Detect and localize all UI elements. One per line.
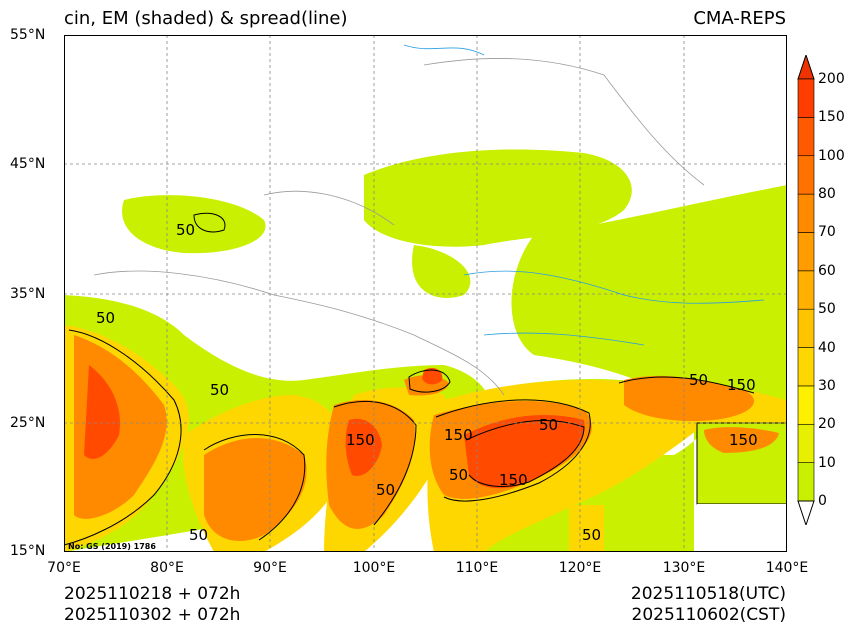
colorbar-tick-label: 150 xyxy=(818,109,845,126)
contour-label: 50 xyxy=(176,221,195,239)
valid-time-utc: 2025110518(UTC) xyxy=(630,584,786,604)
contour-label: 150 xyxy=(444,426,473,444)
init-time: 2025110218 + 072h 2025110302 + 072h xyxy=(64,584,240,626)
colorbar-segment xyxy=(797,78,815,118)
cin-shading-max xyxy=(84,365,585,489)
contour-label: 50 xyxy=(539,416,558,434)
contour-label: 50 xyxy=(210,381,229,399)
graticule xyxy=(64,35,787,552)
contour-label: 50 xyxy=(189,526,208,544)
lon-label-80: 80°E xyxy=(150,560,184,576)
colorbar-tick-label: 0 xyxy=(818,493,827,509)
colorbar-segment xyxy=(797,308,815,348)
colorbar xyxy=(797,55,815,525)
lon-label-70: 70°E xyxy=(47,560,81,576)
map-panel: 50 50 50 150 50 150 50 50 150 150 50 50 … xyxy=(64,35,787,552)
map-title: cin, EM (shaded) & spread(line) xyxy=(64,8,348,29)
colorbar-tick-label: 60 xyxy=(818,262,836,279)
valid-time: 2025110518(UTC) 2025110602(CST) xyxy=(631,584,786,626)
lon-label-100: 100°E xyxy=(352,560,396,576)
contour-labels: 50 50 50 150 50 150 50 50 150 150 50 50 … xyxy=(96,221,758,544)
colorbar-tick-label: 20 xyxy=(818,416,836,433)
lon-label-90: 90°E xyxy=(253,560,287,576)
colorbar-over-arrow xyxy=(797,55,815,80)
init-time-utc: 2025110218 + 072h xyxy=(64,584,241,604)
colorbar-tick-label: 80 xyxy=(818,186,836,203)
lat-label-45: 45°N xyxy=(10,156,46,172)
contour-label: 150 xyxy=(727,376,756,394)
model-name: CMA-REPS xyxy=(693,8,786,29)
lat-label-15: 15°N xyxy=(10,543,46,559)
colorbar-tick-label: 40 xyxy=(818,339,836,356)
colorbar-tick-label: 50 xyxy=(818,301,836,318)
contour-label: 50 xyxy=(582,526,601,544)
lon-label-120: 120°E xyxy=(558,560,602,576)
borders-rivers xyxy=(93,44,765,396)
contour-label: 150 xyxy=(346,431,375,449)
valid-time-cst: 2025110602(CST) xyxy=(631,605,786,625)
colorbar-segment xyxy=(797,193,815,233)
map-approval-note: No: GS (2019) 1786 xyxy=(68,542,156,551)
colorbar-under-arrow xyxy=(797,500,815,525)
colorbar-tick-label: 70 xyxy=(818,224,836,241)
lat-label-25: 25°N xyxy=(10,415,46,431)
colorbar-segment xyxy=(797,423,815,463)
contour-label: 150 xyxy=(729,431,758,449)
colorbar-tick-label: 100 xyxy=(818,147,845,164)
colorbar-tick-label: 10 xyxy=(818,454,836,471)
colorbar-segment xyxy=(797,462,815,502)
colorbar-segment xyxy=(797,232,815,272)
lon-label-130: 130°E xyxy=(662,560,706,576)
contour-label: 50 xyxy=(449,466,468,484)
lon-label-140: 140°E xyxy=(765,560,809,576)
contour-label: 50 xyxy=(96,309,115,327)
colorbar-segment xyxy=(797,155,815,195)
colorbar-segment xyxy=(797,385,815,425)
spread-contours xyxy=(64,212,755,546)
colorbar-segment xyxy=(797,117,815,157)
lat-label-35: 35°N xyxy=(10,286,46,302)
lat-label-55: 55°N xyxy=(10,27,46,43)
colorbar-segment xyxy=(797,347,815,387)
colorbar-tick-label: 200 xyxy=(818,71,845,87)
lon-label-110: 110°E xyxy=(455,560,499,576)
colorbar-segment xyxy=(797,270,815,310)
contour-label: 50 xyxy=(689,371,708,389)
contour-label: 150 xyxy=(499,471,528,489)
contour-label: 50 xyxy=(376,481,395,499)
colorbar-tick-label: 30 xyxy=(818,377,836,394)
init-time-cst: 2025110302 + 072h xyxy=(64,605,241,625)
